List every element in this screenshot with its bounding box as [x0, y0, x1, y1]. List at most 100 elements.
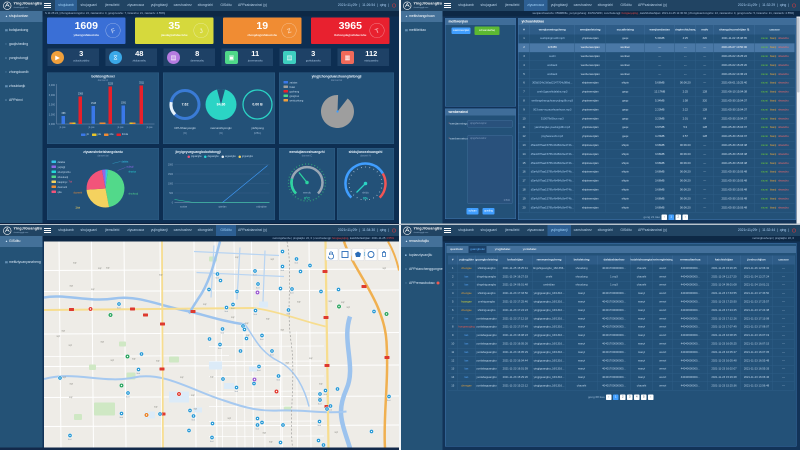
svg-text:xqz: xqz: [70, 384, 74, 386]
svg-text:dalaba: dalaba: [122, 162, 130, 164]
svg-text:xqz: xqz: [266, 319, 270, 321]
svg-text:xqz: xqz: [159, 275, 163, 277]
svg-text:xqz: xqz: [297, 302, 301, 304]
svg-text:2jitai: 2jitai: [76, 207, 81, 210]
svg-text:xqz: xqz: [231, 317, 235, 319]
svg-text:yi-yue: yi-yue: [146, 127, 153, 129]
svg-text:xqz: xqz: [106, 268, 110, 270]
svg-text:xqz: xqz: [191, 395, 195, 397]
svg-text:lbzd: lbzd: [253, 275, 256, 277]
svg-text:lbzd: lbzd: [254, 314, 257, 316]
svg-text:(%): (%): [183, 132, 187, 135]
svg-text:shuziyz: shuziyz: [129, 172, 137, 174]
svg-text:lbzd: lbzd: [221, 333, 224, 335]
svg-text:yi-yue: yi-yue: [117, 127, 124, 129]
svg-text:yi-yue: yi-yue: [59, 127, 66, 129]
svg-text:xqz: xqz: [73, 263, 77, 265]
svg-text:lbzd: lbzd: [329, 410, 332, 412]
svg-text:lbzd: lbzd: [192, 420, 195, 422]
svg-text:xqz: xqz: [69, 345, 73, 347]
svg-text:xqz: xqz: [132, 359, 136, 361]
svg-text:lbzd: lbzd: [117, 308, 120, 310]
svg-text:wendu: wendu: [303, 191, 312, 195]
svg-text:lbzd: lbzd: [235, 391, 238, 393]
svg-text:xqz: xqz: [347, 307, 351, 309]
svg-text:lbzd: lbzd: [120, 417, 123, 419]
svg-text:xqz: xqz: [235, 257, 239, 259]
svg-text:xqz: xqz: [101, 342, 105, 344]
svg-text:xqz: xqz: [271, 259, 275, 261]
svg-text:xqz: xqz: [245, 323, 249, 325]
svg-text:lbzd: lbzd: [290, 293, 293, 295]
svg-text:xqz: xqz: [341, 302, 345, 304]
svg-text:xqz: xqz: [309, 358, 313, 360]
svg-text:neicunshiyonglv: neicunshiyonglv: [210, 126, 232, 130]
svg-text:7.62: 7.62: [182, 103, 189, 107]
svg-text:1,000: 1,000: [49, 113, 56, 116]
svg-text:xqz: xqz: [383, 268, 387, 270]
svg-text:2365: 2365: [78, 94, 84, 96]
svg-text:3311: 3311: [139, 83, 145, 85]
svg-text:xqz: xqz: [286, 363, 290, 365]
svg-text:xqz: xqz: [69, 397, 73, 399]
svg-text:xqz: xqz: [156, 361, 160, 363]
svg-text:lbzd: lbzd: [257, 370, 260, 372]
svg-text:xqz: xqz: [91, 289, 95, 291]
svg-text:lbzd: lbzd: [260, 339, 263, 341]
svg-text:xqz: xqz: [263, 433, 267, 435]
svg-text:84.86: 84.86: [217, 103, 226, 107]
svg-text:xqz: xqz: [269, 442, 273, 444]
svg-text:xqz: xqz: [180, 377, 184, 379]
svg-text:lbzd: lbzd: [225, 311, 228, 313]
svg-text:lbzd: lbzd: [287, 314, 290, 316]
svg-text:lbzd: lbzd: [270, 355, 273, 357]
svg-text:lbzd: lbzd: [277, 380, 280, 382]
svg-text:688: 688: [62, 113, 67, 115]
svg-text:1500: 1500: [168, 174, 174, 176]
svg-text:zuijinqitian: zuijinqitian: [256, 206, 267, 209]
svg-text:lbzd: lbzd: [256, 429, 259, 431]
svg-text:(%): (%): [219, 132, 223, 135]
svg-text:xqz: xqz: [329, 301, 333, 303]
svg-text:xqz: xqz: [246, 335, 250, 337]
svg-text:xqz: xqz: [281, 330, 285, 332]
svg-text:lbzd: lbzd: [281, 270, 284, 272]
svg-text:0°C: 0°C: [304, 197, 310, 201]
svg-text:lbzd: lbzd: [231, 308, 234, 310]
svg-text:xqz: xqz: [228, 418, 232, 420]
svg-text:0: 0: [172, 203, 174, 205]
svg-text:CPUzhanyonglv: CPUzhanyonglv: [174, 126, 196, 130]
svg-text:xqz: xqz: [154, 407, 158, 409]
svg-text:xqz: xqz: [335, 432, 339, 434]
svg-text:xqz: xqz: [111, 360, 115, 362]
svg-text:lbzd: lbzd: [387, 400, 390, 402]
svg-text:0%: 0%: [363, 197, 369, 201]
svg-text:shidu: shidu: [362, 191, 369, 195]
svg-text:zuotian: zuotian: [180, 206, 188, 209]
svg-text:lbzd: lbzd: [318, 398, 321, 400]
svg-text:lbzd: lbzd: [295, 263, 298, 265]
svg-text:xqz: xqz: [62, 331, 66, 333]
svg-text:1000: 1000: [168, 184, 174, 186]
svg-text:3,000: 3,000: [49, 94, 56, 97]
svg-text:0.00 B: 0.00 B: [252, 103, 263, 107]
svg-text:yishiyong: yishiyong: [251, 126, 264, 130]
svg-text:7tai: 7tai: [69, 181, 73, 184]
svg-text:1548: 1548: [91, 103, 97, 105]
svg-text:yi-yue: yi-yue: [88, 127, 95, 129]
svg-text:lbzd: lbzd: [318, 404, 321, 406]
svg-text:lbzd: lbzd: [210, 441, 213, 443]
svg-text:xqz: xqz: [98, 268, 102, 270]
svg-text:3225: 3225: [108, 84, 114, 86]
svg-text:0,000: 0,000: [49, 123, 56, 126]
svg-text:lbzd: lbzd: [126, 397, 129, 399]
svg-text:lbzd: lbzd: [216, 278, 219, 280]
svg-text:xqz: xqz: [319, 384, 323, 386]
svg-text:shoukuoji: shoukuoji: [129, 194, 139, 196]
svg-text:xqz: xqz: [203, 304, 207, 306]
svg-text:xqz: xqz: [194, 409, 198, 411]
svg-text:4,000: 4,000: [49, 84, 56, 87]
svg-text:(MB/s): (MB/s): [254, 132, 262, 135]
svg-text:500: 500: [169, 193, 174, 195]
svg-text:lbzd: lbzd: [218, 348, 221, 350]
